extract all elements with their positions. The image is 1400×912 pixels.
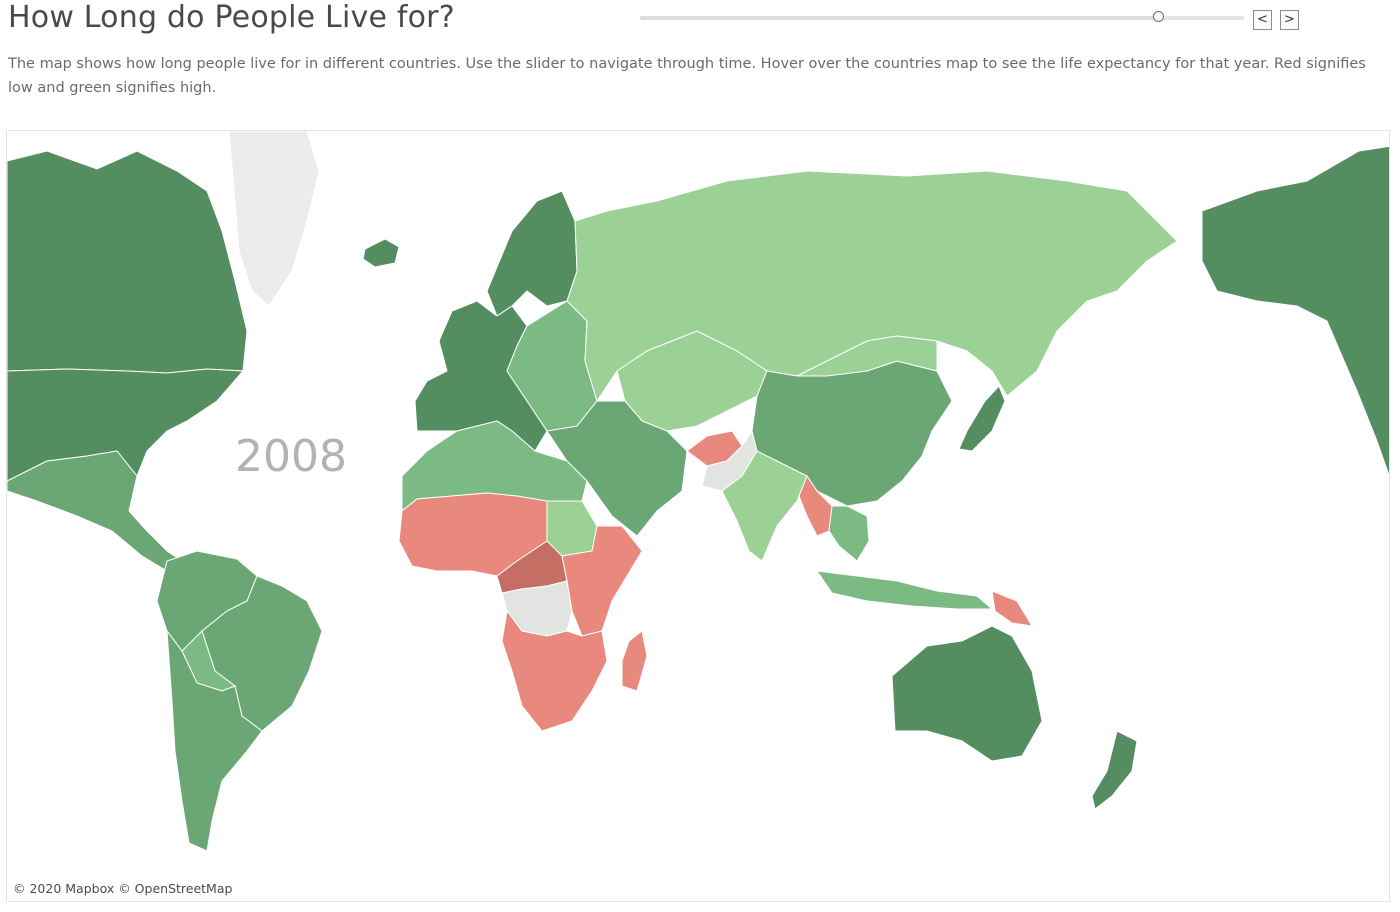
country-japan[interactable] [958,385,1006,452]
country-sudan[interactable] [546,500,598,557]
country-alaska[interactable] [1201,145,1390,481]
region-southern-africa[interactable] [501,609,608,732]
country-australia[interactable] [891,625,1043,762]
map-canvas[interactable] [7,131,1390,902]
region-east-africa[interactable] [561,525,643,637]
previous-year-button[interactable]: < [1253,10,1272,30]
country-new-zealand[interactable] [1091,730,1138,810]
year-slider[interactable] [640,11,1244,22]
region-scandinavia[interactable] [486,190,578,317]
region-southeast-asia[interactable] [828,505,870,562]
next-year-button[interactable]: > [1280,10,1299,30]
country-indonesia[interactable] [815,570,994,610]
map-attribution: © 2020 Mapbox © OpenStreetMap [13,881,233,896]
region-middle-east[interactable] [546,400,688,537]
slider-handle[interactable] [1153,11,1165,22]
country-greenland[interactable] [228,131,320,307]
slider-fill [640,16,1160,20]
world-map[interactable]: 2008 © 2020 Mapbox © OpenStreetMap [6,130,1390,902]
country-myanmar[interactable] [798,474,833,537]
description-text: The map shows how long people live for i… [8,56,1366,96]
region-south-america-south[interactable] [166,629,263,852]
country-mongolia[interactable] [796,335,938,377]
country-papua-new-guinea[interactable] [991,590,1033,627]
country-canada[interactable] [7,150,248,374]
country-madagascar[interactable] [621,630,648,692]
page-title: How Long do People Live for? [8,0,455,35]
region-mexico-central-america[interactable] [7,450,183,572]
year-label: 2008 [235,431,347,482]
country-iceland[interactable] [362,238,400,268]
country-india[interactable] [721,450,808,562]
